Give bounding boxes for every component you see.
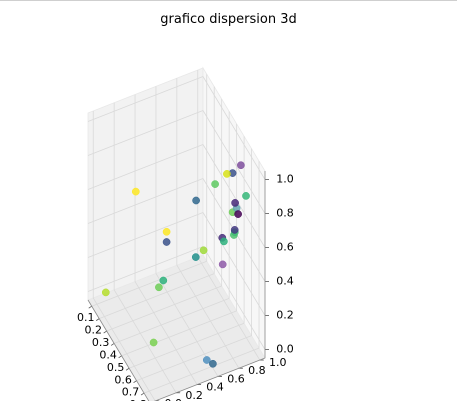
x-tick-label-1: 0.2 [84,324,102,337]
y-tick-label-3: 0.6 [227,372,245,385]
z-grid-wall-2 [87,178,204,224]
data-point-16 [234,210,242,218]
x-grid-floor-6 [136,335,252,382]
z-grid-wall-4 [87,110,204,156]
y-tick-label-1: 0.2 [185,389,203,401]
data-point-12 [223,170,231,178]
x-tick-label-2: 0.3 [92,336,110,349]
x-tick-mark-7 [140,392,145,396]
z-tick-label-1: 0.2 [276,309,294,322]
z-grid-back-4 [202,110,266,214]
x-grid-floor-7 [143,347,260,394]
z-grid-back-1 [202,212,266,316]
x-tick-mark-3 [110,343,115,346]
data-points [101,161,250,368]
x-tick-mark-2 [103,330,107,334]
x-tick-mark-5 [125,367,130,371]
data-point-8 [159,276,168,285]
x-axis-line [87,299,150,401]
x-tick-label-6: 0.7 [122,386,140,399]
data-point-18 [220,237,228,246]
y-grid-floor-2 [134,281,198,385]
data-point-1 [101,288,110,297]
z-tick-label-3: 0.6 [276,241,294,254]
data-point-23 [242,192,250,200]
data-point-2 [162,227,171,236]
chart-title: grafico dispersion 3d [160,12,297,27]
y-axis-line [154,357,266,401]
x-tick-label-3: 0.4 [99,348,117,361]
z-tick-label-2: 0.4 [276,275,294,288]
axis-panes [87,66,266,401]
y-grid-floor-0 [92,297,156,401]
data-point-22 [230,226,239,234]
x-tick-mark-6 [133,380,137,383]
x-tick-label-5: 0.6 [114,373,132,386]
x-tick-mark-1 [95,318,100,321]
data-point-0 [131,187,140,196]
data-point-25 [202,356,211,364]
x-grid-floor-2 [106,285,222,332]
x-grid-floor-0 [91,260,207,307]
data-point-9 [199,246,208,255]
y-grid-floor-5 [197,256,261,361]
z-tick-label-0: 0.0 [276,343,294,356]
grid-lines [87,70,269,401]
x-grid-floor-4 [121,310,237,357]
data-point-5 [211,180,219,188]
x-grid-floor-5 [128,322,245,369]
data-point-3 [162,238,171,246]
x-tick-label-0: 0.1 [77,311,95,324]
data-point-7 [191,253,200,261]
z-tick-label-4: 0.8 [276,207,294,220]
tick-labels: 0.10.20.30.40.50.60.70.80.00.20.40.60.81… [77,173,294,401]
z-grid-wall-0 [87,246,204,292]
y-tick-label-4: 0.8 [248,364,266,377]
data-point-26 [209,359,217,368]
data-point-19 [231,199,239,207]
z-grid-back-0 [202,246,266,350]
data-point-17 [237,161,245,170]
x-tick-label-7: 0.8 [129,398,147,401]
z-grid-back-5 [202,76,266,180]
data-point-4 [192,196,200,205]
data-point-10 [149,338,158,347]
z-grid-wall-5 [87,76,204,122]
y-grid-floor-4 [176,265,240,369]
y-tick-label-5: 1.0 [269,356,287,369]
window-top-border [0,0,457,1]
x-tick-mark-4 [118,355,122,359]
z-grid-back-3 [202,144,266,248]
data-point-24 [218,260,227,269]
y-tick-label-2: 0.4 [206,381,224,394]
x-grid-floor-1 [99,273,215,319]
x-grid-floor-3 [113,298,230,344]
z-tick-label-5: 1.0 [276,173,294,186]
data-point-6 [155,283,163,292]
x-tick-label-4: 0.5 [107,361,125,374]
z-grid-wall-1 [87,212,204,258]
y-tick-label-0: 0.0 [164,397,182,401]
x-tick-mark-0 [88,305,92,309]
z-grid-wall-3 [87,144,204,190]
y-grid-floor-1 [113,289,177,393]
